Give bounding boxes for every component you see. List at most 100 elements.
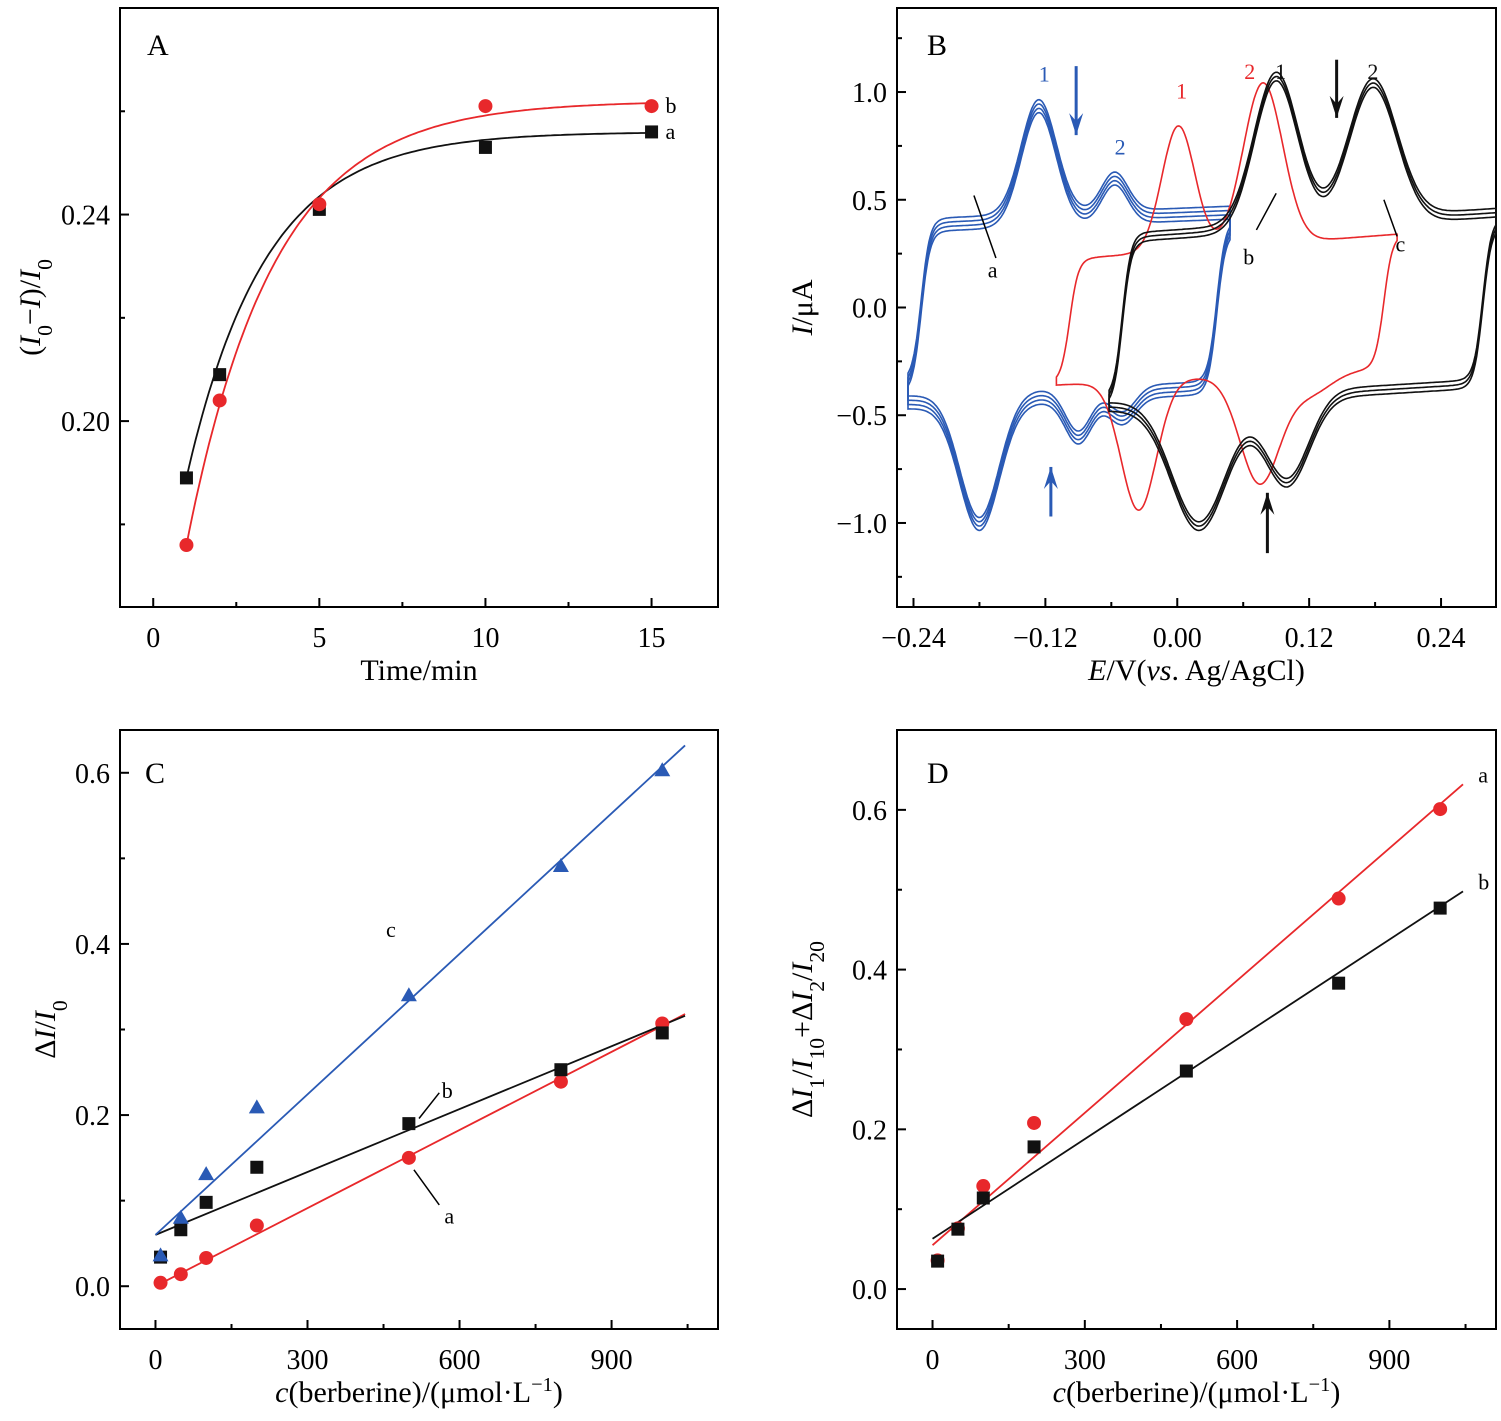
panel-c-triangle-marker [172,1209,189,1224]
panel-a-fit-a [184,132,651,482]
panel-b-xtick-label: −0.24 [881,623,946,654]
panel-b-curve-label: a [988,257,998,282]
panel-a-xlabel: Time/min [360,654,477,687]
panel-c-series-label: b [442,1078,453,1103]
panel-d-square-marker [976,1191,990,1205]
panel-d-square-marker [1027,1140,1041,1154]
panel-c-triangle-marker [152,1247,169,1262]
panel-d-xtick-label: 300 [1064,1345,1106,1376]
panel-d-series-label: b [1478,870,1489,895]
panel-c-square-marker [655,1026,669,1040]
panel-d-fit-b [932,890,1464,1240]
panel-c-leader-line [418,1092,440,1119]
panel-a-series-label: a [666,119,676,144]
panel-c-circle-marker [173,1267,188,1282]
panel-c-circle-marker [153,1275,168,1290]
panel-b-leader-line [973,195,997,259]
panel-c-fit-a [155,1013,686,1288]
panel-d-square-marker [931,1254,945,1268]
panel-b-peak-label: 1 [1176,78,1187,103]
panel-b-curve-label: b [1243,244,1254,269]
panel-b-curve-label: c [1395,231,1405,256]
panel-c-frame [119,729,719,1330]
panel-d-circle-marker [1331,891,1346,906]
panel-a-xtick-label: 0 [146,623,160,654]
panel-d-circle-marker [1433,802,1448,817]
panel-c-square-marker [250,1160,264,1174]
panel-a-letter: A [147,29,169,62]
panel-c-ytick-label: 0.2 [75,1101,110,1132]
panel-b-peak-label: 1 [1039,61,1050,86]
panel-b: B −0.24 −0.12 0.00 0.12 0.24 −1.0 −0.5 0.0 0.5 1.… [786,7,1497,687]
panel-d-ytick-label: 0.2 [852,1115,887,1146]
panel-a-square-marker [478,140,492,154]
panel-b-cv-black [1108,71,1497,532]
panel-b-xtick-label: 0.12 [1285,623,1334,654]
panel-d-circle-marker [1027,1115,1042,1130]
panel-d-fit-a [931,783,1464,1246]
panel-b-letter: B [927,29,947,62]
panel-c-triangle-marker [400,987,417,1002]
panel-d-xtick-label: 900 [1368,1345,1410,1376]
panel-d-frame [896,729,1497,1330]
panel-a: A 0 5 10 15 0.20 0.24 ab Time/min (I0−I)/I0 [14,7,719,687]
panel-a-circle-marker [312,197,327,212]
panel-c-triangle-marker [552,858,569,873]
panel-b-leader-line [1255,192,1277,231]
panel-a-ytick-label: 0.20 [61,407,110,438]
panel-a-xtick-label: 15 [638,623,666,654]
panel-c-fit-b [155,1014,686,1236]
panel-c-triangle-marker [654,762,671,777]
panel-d-ylabel: ΔI1/I10+ΔI2/I20 [786,941,829,1118]
panel-b-peak-label: 2 [1367,59,1378,84]
panel-b-peak-label: 2 [1244,59,1255,84]
panel-d-series-label: a [1478,763,1488,788]
panel-c-circle-marker [199,1250,214,1265]
panel-c-ytick-label: 0.6 [75,759,110,790]
panel-a-ylabel: (I0−I)/I0 [14,259,57,356]
panel-c-triangle-marker [198,1166,215,1181]
panel-b-xlabel: E/V(vs. Ag/AgCl) [1087,654,1305,687]
panel-c-square-marker [554,1063,568,1077]
panel-a-ytick-label: 0.24 [61,201,110,232]
panel-c-ytick-label: 0.4 [75,930,110,961]
panel-c-square-marker [199,1195,213,1209]
panel-c-leader-line [413,1169,440,1206]
panel-d-xlabel: c(berberine)/(μmol·L−1) [1053,1374,1341,1409]
panel-c-fit-c [154,744,686,1236]
panel-d-letter: D [927,757,949,790]
panel-a-fit-b [184,102,651,549]
panel-a-square-marker [645,125,659,139]
panel-d: D 0 300 600 900 0.0 0.2 0.4 0.6 a b c(berberine)/(… [786,729,1497,1409]
panel-b-ytick-label: 0.0 [852,294,887,325]
panel-d-square-marker [1332,976,1346,990]
panel-b-cv-blue [907,98,1231,532]
panel-b-xtick-label: 0.24 [1417,623,1466,654]
panel-c-square-marker [174,1223,188,1237]
panel-a-frame [119,7,719,608]
panel-b-arrow-head [1043,466,1058,489]
panel-d-square-marker [1179,1064,1193,1078]
panel-b-peak-label: 1 [1275,59,1286,84]
panel-a-series-label: b [666,93,677,118]
panel-b-arrow-head [1260,492,1275,515]
panel-c: C 0 300 600 900 0.0 0.2 0.4 0.6 b a c c(berberine)/… [29,729,719,1409]
panel-a-xtick-label: 5 [312,623,326,654]
panel-c-circle-marker [401,1150,416,1165]
panel-a-circle-marker [179,538,194,553]
panel-d-square-marker [1433,901,1447,915]
panel-c-square-marker [402,1117,416,1131]
panel-c-circle-marker [249,1218,264,1233]
panel-b-ytick-label: 0.5 [852,186,887,217]
panel-b-ytick-label: 1.0 [852,78,887,109]
panel-a-circle-marker [478,99,493,114]
panel-d-ytick-label: 0.6 [852,796,887,827]
panel-b-cv-blue [907,111,1231,519]
panel-b-ylabel: I/μA [786,279,819,336]
panel-b-ytick-label: −0.5 [836,401,887,432]
panel-c-xtick-label: 0 [148,1345,162,1376]
panel-c-series-label: c [386,917,396,942]
panel-c-xlabel: c(berberine)/(μmol·L−1) [275,1374,563,1409]
panel-d-xtick-label: 0 [926,1345,940,1376]
panel-d-circle-marker [976,1179,991,1194]
